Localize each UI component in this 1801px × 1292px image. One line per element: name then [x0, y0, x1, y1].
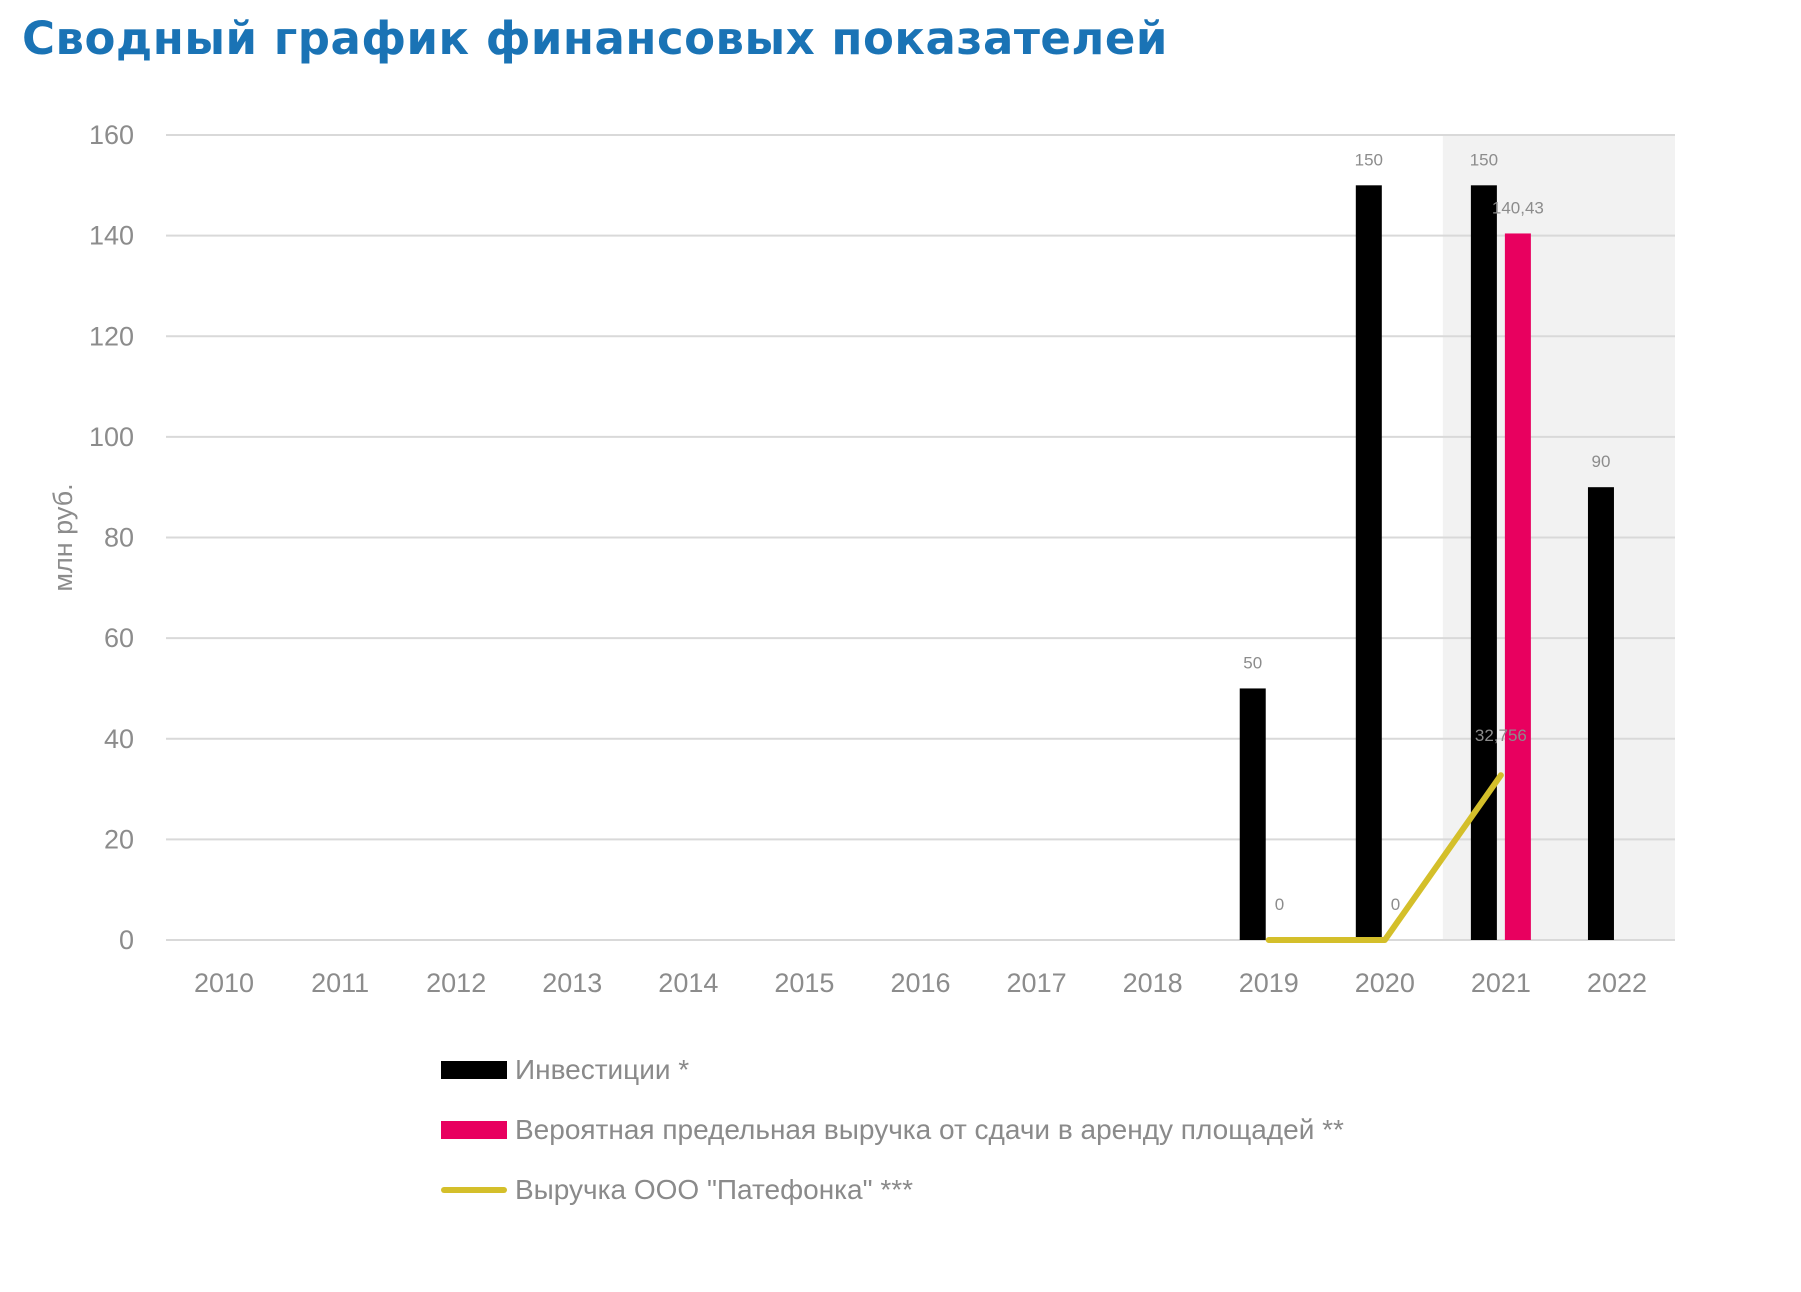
x-tick-label: 2015	[774, 968, 834, 998]
x-tick-label: 2021	[1471, 968, 1531, 998]
y-tick-label: 120	[89, 321, 134, 351]
bar-data-label: 150	[1355, 150, 1383, 169]
data-labels: 50 150 150 140,43 90 0 0 32,756	[1243, 150, 1610, 914]
y-tick-label: 100	[89, 422, 134, 452]
y-tick-label: 140	[89, 221, 134, 251]
x-tick-label: 2010	[194, 968, 254, 998]
x-tick-label: 2013	[542, 968, 602, 998]
bar-data-label: 140,43	[1492, 198, 1544, 217]
legend-item: Выручка ООО "Патефонка" ***	[441, 1160, 1344, 1220]
line-data-label: 0	[1391, 895, 1400, 914]
x-tick-label: 2018	[1123, 968, 1183, 998]
y-tick-label: 20	[104, 824, 134, 854]
x-tick-label: 2016	[890, 968, 950, 998]
legend-line-swatch	[441, 1187, 507, 1193]
legend-item: Инвестиции *	[441, 1040, 1344, 1100]
line-series	[1265, 772, 1504, 943]
legend-color-swatch	[441, 1121, 507, 1139]
legend-label: Вероятная предельная выручка от сдачи в …	[515, 1114, 1344, 1145]
financial-chart: 0 20 40 60 80 100 120 140 160 млн руб. 50 150 150 1…	[48, 120, 1675, 998]
x-tick-label: 2014	[658, 968, 718, 998]
bar-data-label: 90	[1592, 452, 1611, 471]
y-tick-label: 0	[119, 925, 134, 955]
bar	[1587, 487, 1614, 940]
line-data-label: 32,756	[1475, 726, 1527, 745]
legend: Инвестиции * Вероятная предельная выручка…	[441, 1040, 1344, 1220]
y-axis-ticks: 0 20 40 60 80 100 120 140 160	[89, 120, 134, 955]
line-data-label: 0	[1275, 895, 1284, 914]
x-tick-label: 2022	[1587, 968, 1647, 998]
y-tick-label: 40	[104, 724, 134, 754]
x-tick-label: 2017	[1007, 968, 1067, 998]
bar-data-label: 50	[1243, 653, 1262, 672]
bar	[1470, 185, 1497, 940]
line-path	[1265, 772, 1504, 943]
y-tick-label: 80	[104, 523, 134, 553]
legend-label: Выручка ООО "Патефонка" ***	[515, 1174, 914, 1205]
y-tick-label: 160	[89, 120, 134, 150]
legend-label: Инвестиции *	[515, 1054, 690, 1085]
legend-color-swatch	[441, 1061, 507, 1079]
x-tick-label: 2012	[426, 968, 486, 998]
bar-data-label: 150	[1470, 150, 1498, 169]
y-tick-label: 60	[104, 623, 134, 653]
x-tick-label: 2020	[1355, 968, 1415, 998]
bar	[1355, 185, 1382, 940]
x-axis-ticks: 2010 2011 2012 2013 2014 2015 2016 2017 2018 2019…	[194, 968, 1647, 998]
bar	[1504, 233, 1531, 941]
bar	[1239, 688, 1266, 940]
x-tick-label: 2019	[1239, 968, 1299, 998]
y-axis-title: млн руб.	[48, 483, 78, 591]
page-title: Сводный график финансовых показателей	[22, 12, 1168, 65]
legend-item: Вероятная предельная выручка от сдачи в …	[441, 1100, 1344, 1160]
gridlines	[166, 134, 1675, 941]
x-tick-label: 2011	[311, 968, 369, 998]
